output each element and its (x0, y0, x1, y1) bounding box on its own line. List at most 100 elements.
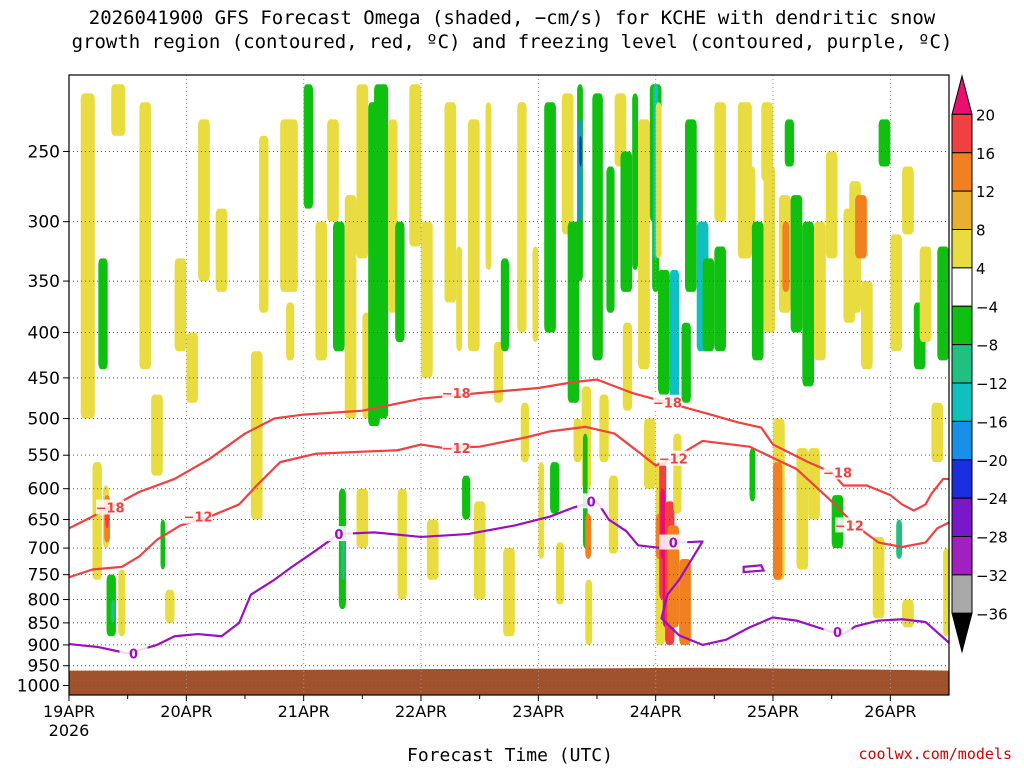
contour-label: 0 (334, 528, 343, 543)
y-tick-label: 550 (28, 446, 60, 466)
omega-shade-cell (802, 221, 815, 387)
omega-shade-cell (878, 119, 891, 167)
omega-shade-cell (599, 394, 609, 463)
contour-label-bg (96, 499, 125, 515)
contour-label-bg (577, 493, 606, 509)
contour-label: −12 (184, 511, 213, 526)
omega-shade-cell (902, 166, 914, 235)
omega-shade-cell (773, 462, 783, 580)
omega-shade-cell (520, 402, 529, 463)
omega-shade-cell (861, 281, 873, 370)
x-tick-label: 25APR (747, 702, 799, 721)
contour-label-bg (442, 440, 471, 456)
omega-shade-cell (681, 322, 691, 403)
omega-shade-cell (444, 102, 457, 303)
omega-shade-cell (174, 258, 187, 352)
colorbar-label: −20 (976, 452, 1008, 470)
omega-shade-cell (702, 258, 715, 352)
omega-shading (80, 84, 949, 645)
omega-shade-cell (761, 102, 773, 182)
contour-label: −18 (96, 501, 125, 516)
omega-shade-cell (658, 269, 670, 395)
omega-shade-cell (890, 234, 903, 352)
omega-shade-cell (685, 119, 697, 292)
omega-shade-cell (751, 221, 764, 361)
omega-shade-cell (814, 221, 826, 361)
omega-shade-cell (98, 258, 108, 370)
omega-shade-cell (655, 102, 662, 259)
omega-shade-cell (763, 166, 776, 333)
contour-label: −18 (823, 466, 852, 481)
y-tick-label: 600 (28, 480, 60, 500)
colorbar-band (951, 229, 973, 269)
omega-shade-cell (743, 166, 756, 235)
contour-label: 0 (129, 647, 138, 662)
contour-label: −12 (659, 453, 688, 468)
y-tick-label: 400 (28, 324, 60, 344)
omega-shade-cell (585, 579, 593, 645)
omega-shade-cell (632, 93, 639, 270)
omega-shade-cell (608, 475, 619, 554)
omega-shade-cell (215, 208, 228, 292)
omega-shade-cell (250, 351, 263, 520)
omega-shade-cell (937, 246, 949, 361)
omega-shade-cell (327, 119, 339, 222)
omega-shade-cell (790, 195, 803, 333)
colorbar-label: −8 (976, 337, 998, 355)
credit-link[interactable]: coolwx.com/models (858, 745, 1012, 763)
contour-label: 0 (587, 495, 596, 510)
omega-shade-cell (679, 558, 691, 645)
omega-shade-cell (573, 418, 582, 463)
contour-label: −18 (653, 397, 682, 412)
contour-label-bg (184, 508, 213, 524)
contour-label: −12 (835, 519, 864, 534)
omega-shade-cell (555, 542, 565, 605)
omega-shade-cell (467, 119, 480, 352)
omega-shade-cell (896, 519, 903, 559)
omega-shade-cell (532, 246, 539, 343)
x-tick-label: 23APR (512, 702, 564, 721)
y-tick-label: 950 (28, 657, 60, 677)
omega-shade-cell (462, 475, 471, 520)
y-tick-label: 900 (28, 636, 60, 656)
colorbar-label: −32 (976, 567, 1008, 585)
colorbar-band (951, 113, 973, 154)
colorbar-label: −12 (976, 375, 1008, 393)
omega-shade-cell (714, 102, 727, 222)
omega-shade-cell (538, 462, 545, 559)
contour-label-bg (659, 450, 688, 466)
x-tick-label: 19APR (43, 702, 95, 721)
chart-title-line-1: 2026041900 GFS Forecast Omega (shaded, −… (88, 7, 936, 29)
omega-shade-cell (796, 448, 809, 570)
omega-shade-cell (80, 93, 95, 419)
contour-label-bg (653, 394, 682, 410)
omega-shade-cell (667, 525, 680, 628)
colorbar-label: −36 (976, 605, 1008, 623)
omega-shade-cell (638, 119, 650, 370)
colorbar-band (951, 497, 973, 537)
contour-label: 0 (669, 537, 678, 552)
omega-shade-cell (426, 519, 439, 580)
colorbar-band (951, 536, 973, 576)
y-tick-label: 800 (28, 591, 60, 611)
colorbar-label: 8 (976, 222, 986, 240)
contour-label-bg (835, 517, 864, 533)
omega-shade-cell (669, 269, 680, 403)
omega-shade-cell (409, 84, 421, 247)
omega-shade-cell (567, 221, 580, 403)
omega-shade-cell (160, 519, 166, 570)
colorbar-label: 16 (976, 145, 995, 163)
omega-shade-cell (421, 221, 433, 378)
x-axis-title: Forecast Time (UTC) (407, 745, 613, 766)
contour-label-bg (823, 623, 852, 639)
omega-shade-cell (344, 195, 357, 419)
omega-shade-cell (186, 332, 199, 403)
omega-shade-cell (333, 221, 345, 352)
omega-shade-cell (872, 536, 885, 619)
colorbar: 20 16 12 8 4 −4 −8 −12 −16 −20 −24 −28 −32 −36 (951, 74, 1008, 654)
omega-shade-cell (782, 221, 790, 292)
omega-shade-cell (943, 548, 949, 637)
omega-shade-cell (139, 102, 152, 370)
contour-label-bg (659, 534, 688, 550)
